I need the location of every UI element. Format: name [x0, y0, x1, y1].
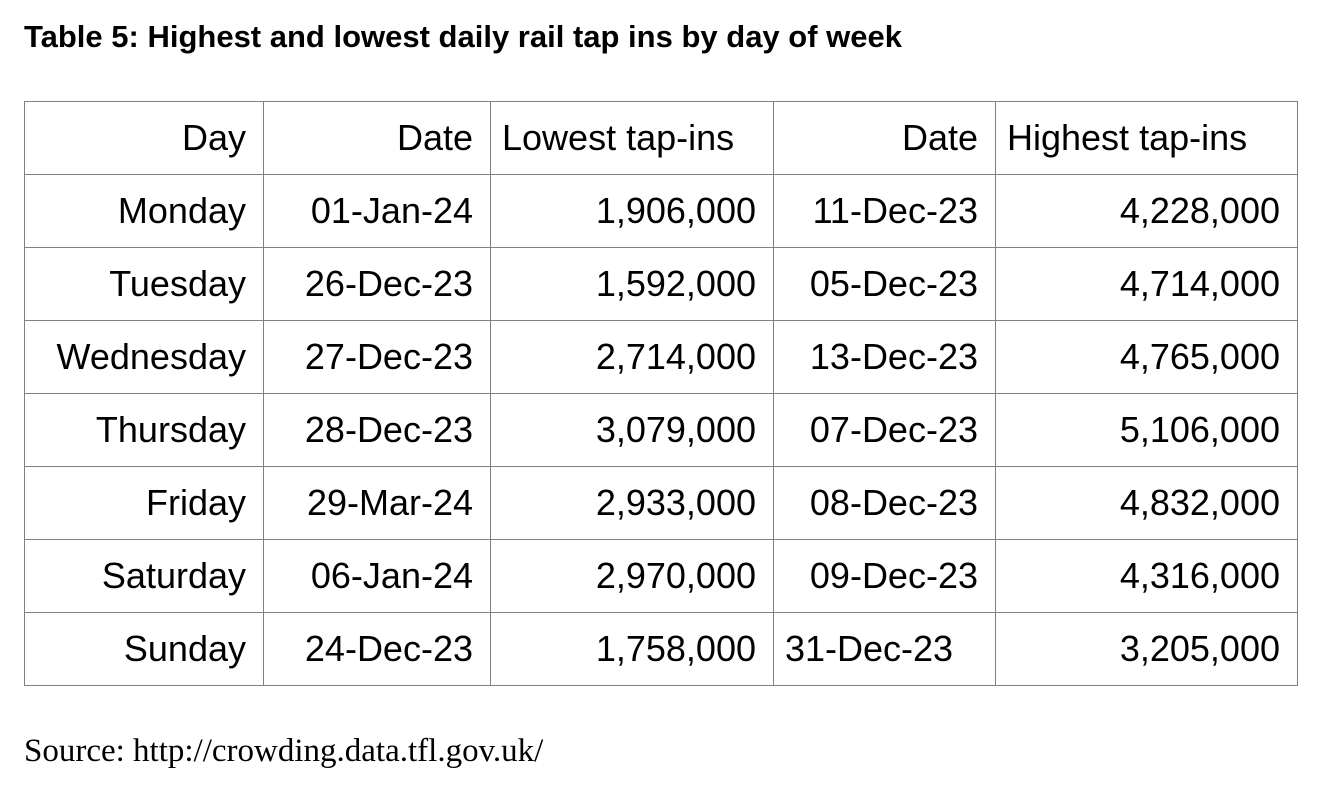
low-value-cell: 1,906,000	[490, 174, 774, 248]
header-row: Day Date Lowest tap-ins Date Highest tap…	[24, 101, 1298, 175]
col-header-lowest: Lowest tap-ins	[490, 101, 774, 175]
source-note: Source: http://crowding.data.tfl.gov.uk/	[24, 733, 544, 769]
low-date-cell: 29-Mar-24	[263, 466, 491, 540]
day-cell: Friday	[24, 466, 264, 540]
high-value-cell: 4,228,000	[995, 174, 1298, 248]
low-value-cell: 1,592,000	[490, 247, 774, 321]
day-cell: Monday	[24, 174, 264, 248]
high-value-cell: 5,106,000	[995, 393, 1298, 467]
low-value-cell: 2,933,000	[490, 466, 774, 540]
table-row-friday: Friday 29-Mar-24 2,933,000 08-Dec-23 4,8…	[24, 466, 1298, 540]
day-cell: Thursday	[24, 393, 264, 467]
low-date-cell: 24-Dec-23	[263, 612, 491, 686]
high-value-cell: 4,765,000	[995, 320, 1298, 394]
day-cell: Saturday	[24, 539, 264, 613]
low-value-cell: 1,758,000	[490, 612, 774, 686]
low-value-cell: 3,079,000	[490, 393, 774, 467]
low-date-cell: 06-Jan-24	[263, 539, 491, 613]
table-row-monday: Monday 01-Jan-24 1,906,000 11-Dec-23 4,2…	[24, 174, 1298, 248]
low-date-cell: 01-Jan-24	[263, 174, 491, 248]
col-header-highest: Highest tap-ins	[995, 101, 1298, 175]
table-row-tuesday: Tuesday 26-Dec-23 1,592,000 05-Dec-23 4,…	[24, 247, 1298, 321]
table-row-saturday: Saturday 06-Jan-24 2,970,000 09-Dec-23 4…	[24, 539, 1298, 613]
col-header-low-date: Date	[263, 101, 491, 175]
day-cell: Sunday	[24, 612, 264, 686]
high-date-cell: 13-Dec-23	[773, 320, 996, 394]
table-row-thursday: Thursday 28-Dec-23 3,079,000 07-Dec-23 5…	[24, 393, 1298, 467]
high-date-cell: 11-Dec-23	[773, 174, 996, 248]
table-row-wednesday: Wednesday 27-Dec-23 2,714,000 13-Dec-23 …	[24, 320, 1298, 394]
day-cell: Wednesday	[24, 320, 264, 394]
high-date-cell: 31-Dec-23	[773, 612, 996, 686]
high-value-cell: 4,832,000	[995, 466, 1298, 540]
tap-ins-table: Day Date Lowest tap-ins Date Highest tap…	[24, 101, 1298, 686]
low-value-cell: 2,970,000	[490, 539, 774, 613]
high-date-cell: 08-Dec-23	[773, 466, 996, 540]
col-header-high-date: Date	[773, 101, 996, 175]
high-value-cell: 4,316,000	[995, 539, 1298, 613]
high-value-cell: 3,205,000	[995, 612, 1298, 686]
low-date-cell: 26-Dec-23	[263, 247, 491, 321]
high-value-cell: 4,714,000	[995, 247, 1298, 321]
low-value-cell: 2,714,000	[490, 320, 774, 394]
high-date-cell: 05-Dec-23	[773, 247, 996, 321]
table-row-sunday: Sunday 24-Dec-23 1,758,000 31-Dec-23 3,2…	[24, 612, 1298, 686]
low-date-cell: 28-Dec-23	[263, 393, 491, 467]
table-title: Table 5: Highest and lowest daily rail t…	[24, 19, 902, 54]
low-date-cell: 27-Dec-23	[263, 320, 491, 394]
high-date-cell: 07-Dec-23	[773, 393, 996, 467]
day-cell: Tuesday	[24, 247, 264, 321]
col-header-day: Day	[24, 101, 264, 175]
high-date-cell: 09-Dec-23	[773, 539, 996, 613]
